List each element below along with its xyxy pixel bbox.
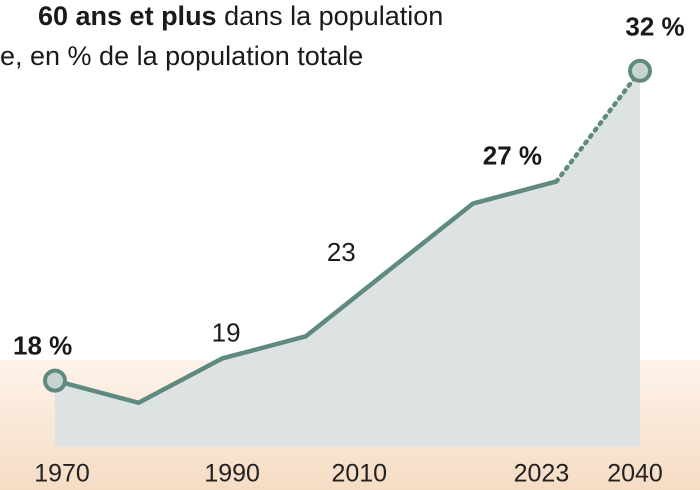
- value-label: 18 %: [13, 330, 72, 360]
- x-tick-label: 1970: [34, 460, 90, 488]
- marker: [628, 58, 652, 83]
- value-label: 23: [327, 237, 356, 267]
- x-tick-label: 2040: [607, 460, 663, 488]
- x-tick-label: 2010: [331, 460, 387, 488]
- title-bold: 60 ans et plus: [38, 1, 217, 31]
- value-label: 27 %: [483, 140, 542, 170]
- area: [55, 70, 640, 447]
- projection-line: [554, 68, 643, 184]
- x-tick-label: 1990: [204, 460, 260, 488]
- chart-subtitle: e, en % de la population totale: [0, 41, 363, 71]
- title-rest: dans la population: [217, 1, 444, 31]
- value-label: 19: [212, 317, 241, 347]
- chart-title: 60 ans et plus dans la population: [38, 1, 443, 31]
- value-label: 32 %: [625, 12, 684, 42]
- marker: [43, 368, 67, 393]
- line: [54, 179, 558, 405]
- x-tick-label: 2023: [514, 460, 570, 488]
